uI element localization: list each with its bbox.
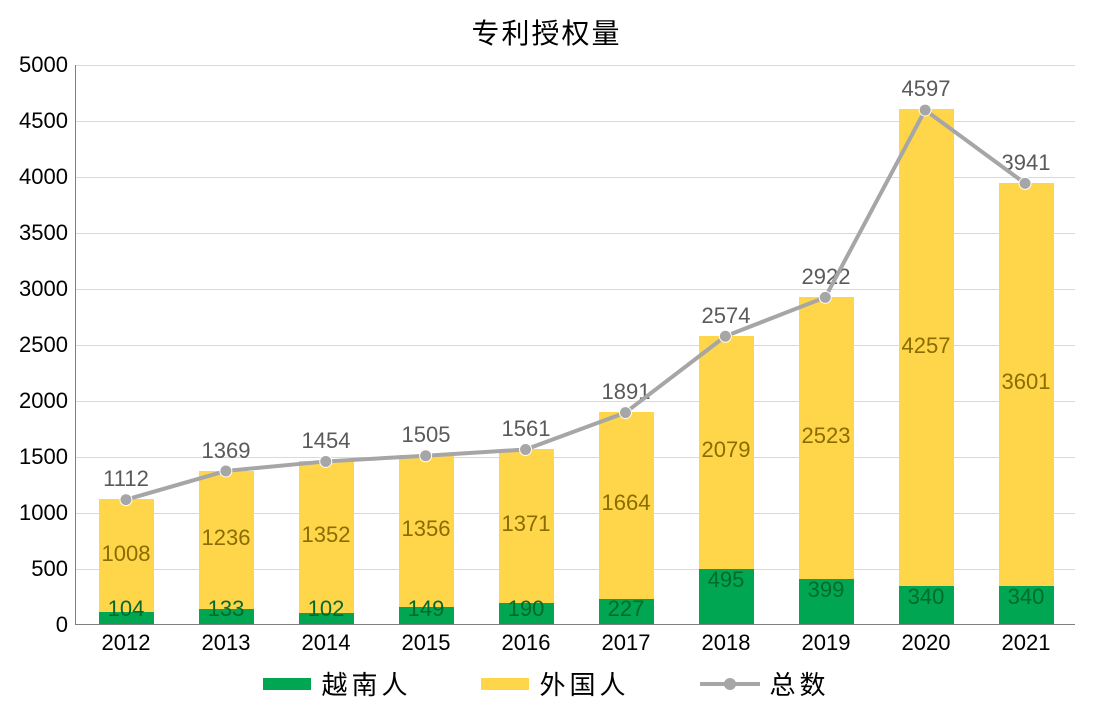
y-tick-label: 500: [31, 556, 68, 582]
line-series-svg: [76, 65, 1075, 624]
x-tick-label: 2017: [602, 630, 651, 656]
y-tick-label: 2500: [19, 332, 68, 358]
x-tick-label: 2019: [802, 630, 851, 656]
x-tick-label: 2012: [102, 630, 151, 656]
line-series-marker: [719, 330, 731, 342]
line-series-marker: [919, 104, 931, 116]
y-tick-label: 3000: [19, 276, 68, 302]
line-series-marker: [819, 291, 831, 303]
legend: 越南人 外国人 总数: [0, 665, 1093, 702]
legend-item: 外国人: [481, 665, 629, 702]
legend-label: 总数: [770, 665, 830, 702]
line-series-marker: [619, 407, 631, 419]
legend-line-icon: [700, 674, 760, 694]
y-tick-label: 4000: [19, 164, 68, 190]
legend-item: 总数: [700, 665, 830, 702]
legend-swatch: [263, 678, 311, 690]
line-series-marker: [520, 443, 532, 455]
x-tick-label: 2015: [402, 630, 451, 656]
x-tick-label: 2021: [1002, 630, 1051, 656]
line-series-marker: [420, 450, 432, 462]
x-tick-label: 2013: [202, 630, 251, 656]
x-tick-label: 2020: [902, 630, 951, 656]
x-tick-label: 2014: [302, 630, 351, 656]
chart-title: 专利授权量: [0, 12, 1093, 52]
y-tick-label: 4500: [19, 108, 68, 134]
y-tick-label: 0: [56, 612, 68, 638]
line-series-marker: [220, 465, 232, 477]
legend-swatch: [481, 678, 529, 690]
legend-label: 越南人: [321, 665, 411, 702]
line-series-marker: [1019, 177, 1031, 189]
y-tick-label: 3500: [19, 220, 68, 246]
x-tick-label: 2018: [702, 630, 751, 656]
line-series-path: [126, 110, 1025, 500]
y-tick-label: 2000: [19, 388, 68, 414]
y-tick-label: 1000: [19, 500, 68, 526]
plot-area: 0500100015002000250030003500400045005000…: [75, 65, 1075, 625]
y-tick-label: 1500: [19, 444, 68, 470]
legend-label: 外国人: [539, 665, 629, 702]
line-series-marker: [120, 494, 132, 506]
legend-item: 越南人: [263, 665, 411, 702]
x-tick-label: 2016: [502, 630, 551, 656]
y-tick-label: 5000: [19, 52, 68, 78]
line-series-marker: [320, 455, 332, 467]
chart-container: 专利授权量 0500100015002000250030003500400045…: [0, 0, 1093, 717]
